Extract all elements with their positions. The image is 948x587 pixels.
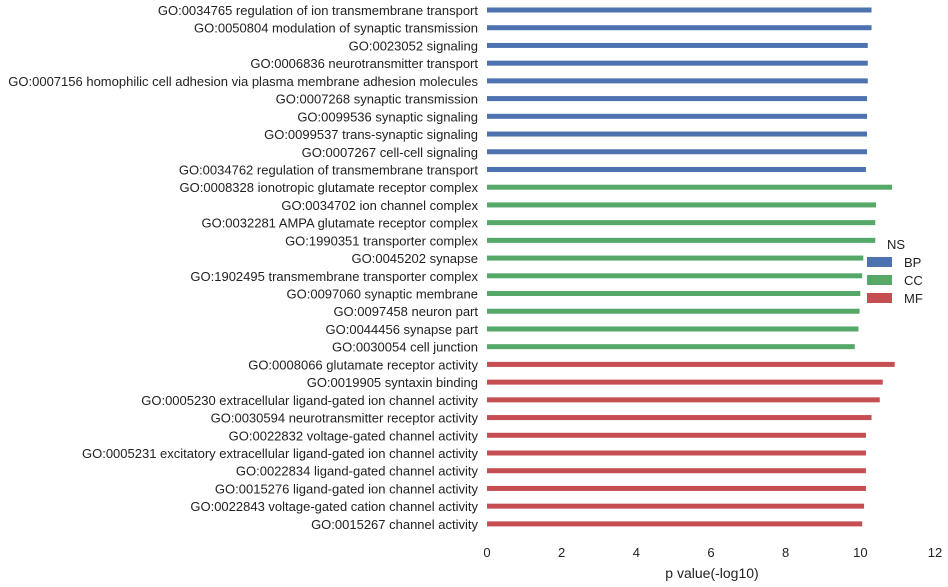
bar <box>487 273 863 279</box>
bar <box>487 237 876 243</box>
x-tick-label: 10 <box>853 545 867 560</box>
legend-label-mf: MF <box>904 291 923 306</box>
bar <box>487 184 893 190</box>
category-label: GO:0044456 synapse part <box>326 322 479 337</box>
category-label: GO:0015267 channel activity <box>311 517 478 532</box>
x-tick-label: 2 <box>558 545 565 560</box>
category-label: GO:0005230 extracellular ligand-gated io… <box>141 393 478 408</box>
bar <box>487 308 860 314</box>
category-label: GO:0097458 neuron part <box>333 304 478 319</box>
category-label: GO:0030054 cell junction <box>332 340 478 355</box>
category-label: GO:0030594 neurotransmitter receptor act… <box>211 411 479 426</box>
category-labels: GO:0034765 regulation of ion transmembra… <box>8 3 478 532</box>
category-label: GO:0022843 voltage-gated cation channel … <box>190 499 478 514</box>
category-label: GO:0034765 regulation of ion transmembra… <box>158 3 479 18</box>
bar <box>487 468 866 474</box>
bar <box>487 255 864 261</box>
legend: NS BP CC MF <box>867 237 923 306</box>
bar <box>487 344 855 350</box>
category-label: GO:0015276 ligand-gated ion channel acti… <box>215 481 479 496</box>
bar <box>487 7 872 13</box>
category-label: GO:0099536 synaptic signaling <box>297 109 478 124</box>
category-label: GO:1902495 transmembrane transporter com… <box>190 269 478 284</box>
bar <box>487 25 872 31</box>
category-label: GO:0007156 homophilic cell adhesion via … <box>8 74 478 89</box>
bar <box>487 220 876 226</box>
bar <box>487 379 883 385</box>
category-label: GO:0034702 ion channel complex <box>281 198 478 213</box>
category-label: GO:0050804 modulation of synaptic transm… <box>194 21 478 36</box>
category-label: GO:0007267 cell-cell signaling <box>302 145 478 160</box>
x-axis-ticks: 0 2 4 6 8 10 12 <box>483 545 942 560</box>
legend-swatch-cc <box>867 275 892 285</box>
bar <box>487 326 859 332</box>
bar <box>487 291 861 297</box>
bar <box>487 432 866 438</box>
category-label: GO:0034762 regulation of transmembrane t… <box>179 162 479 177</box>
x-tick-label: 8 <box>782 545 789 560</box>
bars <box>487 7 895 527</box>
category-label: GO:0008328 ionotropic glutamate receptor… <box>180 180 479 195</box>
bar <box>487 485 866 491</box>
category-label: GO:0006836 neurotransmitter transport <box>250 56 478 71</box>
category-label: GO:0007268 synaptic transmission <box>276 92 478 107</box>
bar <box>487 361 895 367</box>
legend-swatch-bp <box>867 257 892 267</box>
category-label: GO:0097060 synaptic membrane <box>287 287 479 302</box>
bar <box>487 521 863 527</box>
bar <box>487 113 868 119</box>
category-label: GO:0019905 syntaxin binding <box>307 375 478 390</box>
bar <box>487 503 865 509</box>
bar <box>487 78 868 84</box>
bar <box>487 149 868 155</box>
legend-label-cc: CC <box>904 273 923 288</box>
legend-label-bp: BP <box>904 255 921 270</box>
legend-swatch-mf <box>867 293 892 303</box>
bar <box>487 415 872 421</box>
x-tick-label: 0 <box>483 545 490 560</box>
legend-title: NS <box>887 237 905 252</box>
category-label: GO:0022834 ligand-gated channel activity <box>236 464 479 479</box>
bar <box>487 166 866 172</box>
category-label: GO:0032281 AMPA glutamate receptor compl… <box>201 216 478 231</box>
category-label: GO:0008066 glutamate receptor activity <box>248 357 478 372</box>
x-tick-label: 6 <box>707 545 714 560</box>
bar <box>487 96 868 102</box>
category-label: GO:0099537 trans-synaptic signaling <box>264 127 478 142</box>
bar <box>487 450 866 456</box>
bar <box>487 202 877 208</box>
x-tick-label: 12 <box>928 545 942 560</box>
category-label: GO:0023052 signaling <box>349 38 478 53</box>
bar <box>487 42 868 48</box>
category-label: GO:0022832 voltage-gated channel activit… <box>229 428 479 443</box>
x-axis-label: p value(-log10) <box>665 565 758 581</box>
category-label: GO:1990351 transporter complex <box>285 233 478 248</box>
x-tick-label: 4 <box>633 545 640 560</box>
category-label: GO:0045202 synapse <box>352 251 478 266</box>
bar <box>487 131 868 137</box>
bar <box>487 60 868 66</box>
category-label: GO:0005231 excitatory extracellular liga… <box>82 446 479 461</box>
bar <box>487 397 880 403</box>
